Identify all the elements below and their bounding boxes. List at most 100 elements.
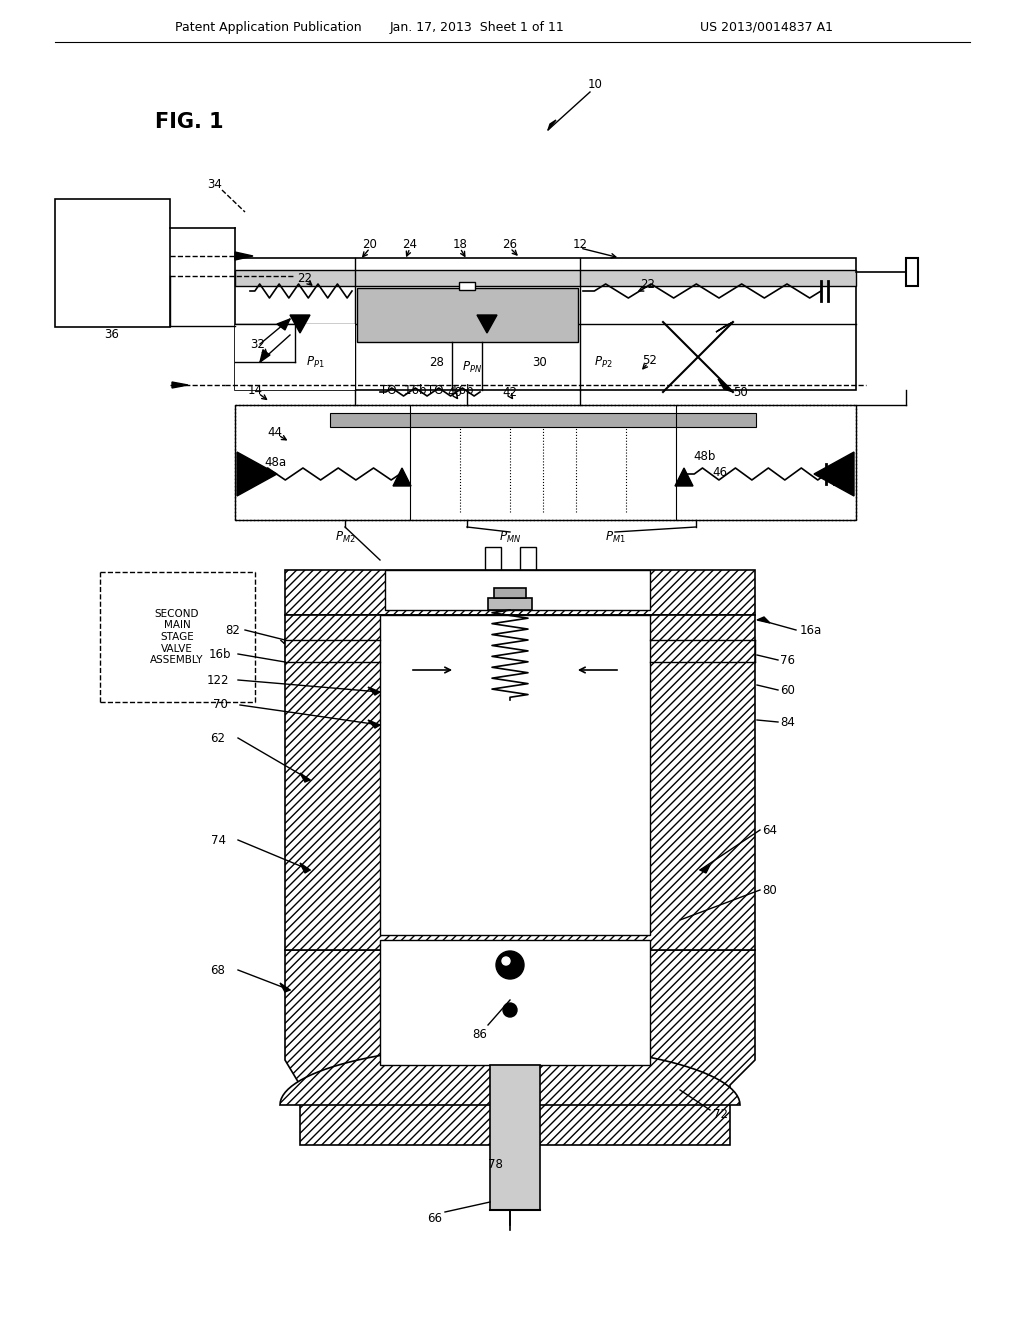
Circle shape xyxy=(496,950,524,979)
Bar xyxy=(480,700,550,830)
Text: 48b: 48b xyxy=(694,450,716,463)
Text: 84: 84 xyxy=(780,715,795,729)
Bar xyxy=(490,1065,540,1210)
Text: 122: 122 xyxy=(207,673,229,686)
Text: 74: 74 xyxy=(211,833,225,846)
Polygon shape xyxy=(280,1045,740,1105)
Bar xyxy=(465,880,565,990)
Bar xyxy=(520,546,536,572)
Text: 60: 60 xyxy=(780,684,795,697)
Text: 12: 12 xyxy=(572,239,588,252)
Text: $P_{M2}$: $P_{M2}$ xyxy=(335,529,355,545)
Text: 24: 24 xyxy=(402,239,418,252)
Bar xyxy=(234,271,856,286)
Circle shape xyxy=(502,957,510,965)
Text: 18: 18 xyxy=(453,239,467,252)
Text: 52: 52 xyxy=(643,354,657,367)
Polygon shape xyxy=(237,451,278,496)
Polygon shape xyxy=(290,315,310,333)
Text: 34: 34 xyxy=(208,178,222,191)
Polygon shape xyxy=(172,381,188,388)
Text: 28: 28 xyxy=(429,355,444,368)
Polygon shape xyxy=(300,863,310,873)
Polygon shape xyxy=(280,983,290,993)
Text: 82: 82 xyxy=(225,623,241,636)
Polygon shape xyxy=(368,686,380,696)
Polygon shape xyxy=(700,865,710,873)
Text: $P_{P1}$: $P_{P1}$ xyxy=(306,355,325,370)
Polygon shape xyxy=(718,379,733,392)
Text: 22: 22 xyxy=(640,279,655,292)
Text: 70: 70 xyxy=(213,698,227,711)
Text: TO  16b: TO 16b xyxy=(380,384,427,396)
Text: $P_{MN}$: $P_{MN}$ xyxy=(499,529,521,545)
Text: $P_{M1}$: $P_{M1}$ xyxy=(604,529,626,545)
Bar xyxy=(234,323,355,389)
Text: 16a: 16a xyxy=(800,623,822,636)
Polygon shape xyxy=(477,315,497,333)
Polygon shape xyxy=(285,950,755,1144)
Bar xyxy=(494,587,526,598)
Polygon shape xyxy=(716,322,733,333)
Bar xyxy=(430,605,600,700)
Text: 46: 46 xyxy=(713,466,727,479)
Bar xyxy=(650,640,755,663)
Bar xyxy=(459,282,475,290)
Text: $P_{PN}$: $P_{PN}$ xyxy=(462,359,482,375)
Text: 72: 72 xyxy=(713,1109,727,1122)
Text: 50: 50 xyxy=(732,385,748,399)
Bar xyxy=(285,570,755,615)
Text: 62: 62 xyxy=(211,731,225,744)
Bar xyxy=(380,615,650,935)
Text: 36: 36 xyxy=(104,329,120,342)
Text: 14: 14 xyxy=(248,384,262,396)
Text: 22: 22 xyxy=(298,272,312,285)
Text: $P_{P2}$: $P_{P2}$ xyxy=(594,355,612,370)
Text: 10: 10 xyxy=(588,78,602,91)
Bar xyxy=(485,546,501,572)
Text: 26: 26 xyxy=(503,239,517,252)
Polygon shape xyxy=(300,774,310,781)
Text: US 2013/0014837 A1: US 2013/0014837 A1 xyxy=(700,21,833,33)
Text: 16b: 16b xyxy=(209,648,231,660)
Text: Patent Application Publication: Patent Application Publication xyxy=(175,21,361,33)
Bar xyxy=(357,288,578,342)
Polygon shape xyxy=(548,120,556,129)
Bar xyxy=(285,615,755,950)
Polygon shape xyxy=(393,469,411,486)
Bar xyxy=(234,257,856,389)
Text: 78: 78 xyxy=(487,1159,503,1172)
Bar xyxy=(906,257,918,286)
Text: 30: 30 xyxy=(532,355,548,368)
Text: 40: 40 xyxy=(447,385,463,399)
Bar xyxy=(285,640,380,663)
Text: 20: 20 xyxy=(362,239,378,252)
Text: 44: 44 xyxy=(267,425,283,438)
Text: 68: 68 xyxy=(211,964,225,977)
Polygon shape xyxy=(814,451,854,496)
Bar xyxy=(380,940,650,1065)
Text: FIG. 1: FIG. 1 xyxy=(155,112,223,132)
Text: 66: 66 xyxy=(427,1212,442,1225)
Bar xyxy=(234,271,856,286)
Circle shape xyxy=(503,1003,517,1016)
Polygon shape xyxy=(368,719,380,729)
Bar xyxy=(380,940,650,1065)
Text: Jan. 17, 2013  Sheet 1 of 11: Jan. 17, 2013 Sheet 1 of 11 xyxy=(390,21,565,33)
Bar xyxy=(234,405,856,520)
Text: 80: 80 xyxy=(762,883,777,896)
Polygon shape xyxy=(234,252,253,260)
Text: 76: 76 xyxy=(780,653,795,667)
Bar xyxy=(380,615,650,935)
Polygon shape xyxy=(757,616,770,623)
Bar xyxy=(385,570,650,610)
Polygon shape xyxy=(278,319,290,330)
Polygon shape xyxy=(260,350,270,362)
Text: TO  16b: TO 16b xyxy=(427,384,473,396)
Text: 48a: 48a xyxy=(264,455,286,469)
Text: 64: 64 xyxy=(762,824,777,837)
Bar xyxy=(488,598,532,610)
Text: 32: 32 xyxy=(251,338,265,351)
Bar xyxy=(455,830,575,880)
Text: 86: 86 xyxy=(472,1028,487,1041)
